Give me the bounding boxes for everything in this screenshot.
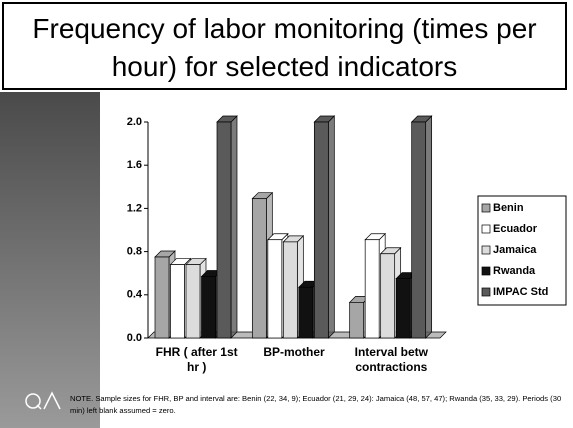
legend-label: Rwanda (493, 265, 536, 277)
bar (170, 264, 185, 339)
legend-swatch (481, 224, 491, 234)
y-tick-label: 1.6 (127, 159, 142, 171)
bar (364, 239, 380, 339)
note: NOTE. Sample sizes for FHR, BP and inter… (70, 394, 562, 415)
y-tick-label: 0.4 (127, 289, 143, 301)
x-tick-label: Interval betw contractions (354, 345, 428, 374)
bar-depth (327, 115, 335, 339)
bar-depth (425, 115, 433, 339)
bar (216, 121, 232, 339)
x-tick-label: FHR ( after 1st hr ) (155, 345, 238, 374)
logo (25, 391, 61, 410)
y-tick-label: 0.0 (127, 332, 142, 344)
x-tick-label: BP-mother (263, 345, 325, 359)
bar (201, 276, 216, 339)
bar (185, 264, 201, 339)
legend-box (477, 195, 567, 306)
legend-label: Ecuador (493, 223, 538, 235)
y-tick-label: 1.2 (127, 202, 142, 214)
bar (298, 286, 314, 339)
bar (267, 239, 283, 339)
legend-swatch (481, 203, 491, 213)
bar (411, 121, 427, 339)
chart-title: Frequency of labor monitoring (times per… (2, 2, 567, 90)
bar-depth (230, 115, 238, 339)
bar (154, 256, 170, 339)
bar (313, 121, 329, 339)
y-tick-label: 2.0 (127, 116, 142, 128)
bar (251, 198, 267, 339)
bar (395, 278, 411, 339)
bar (380, 253, 396, 339)
legend-label: Benin (493, 202, 524, 214)
legend-swatch (481, 266, 491, 276)
legend-label: IMPAC Std (493, 286, 548, 298)
y-tick-label: 0.8 (127, 246, 142, 258)
bar (282, 241, 298, 339)
bar (349, 302, 365, 339)
side-band (0, 92, 100, 428)
legend-swatch (481, 287, 491, 297)
legend-swatch (481, 245, 491, 255)
legend-label: Jamaica (493, 244, 537, 256)
